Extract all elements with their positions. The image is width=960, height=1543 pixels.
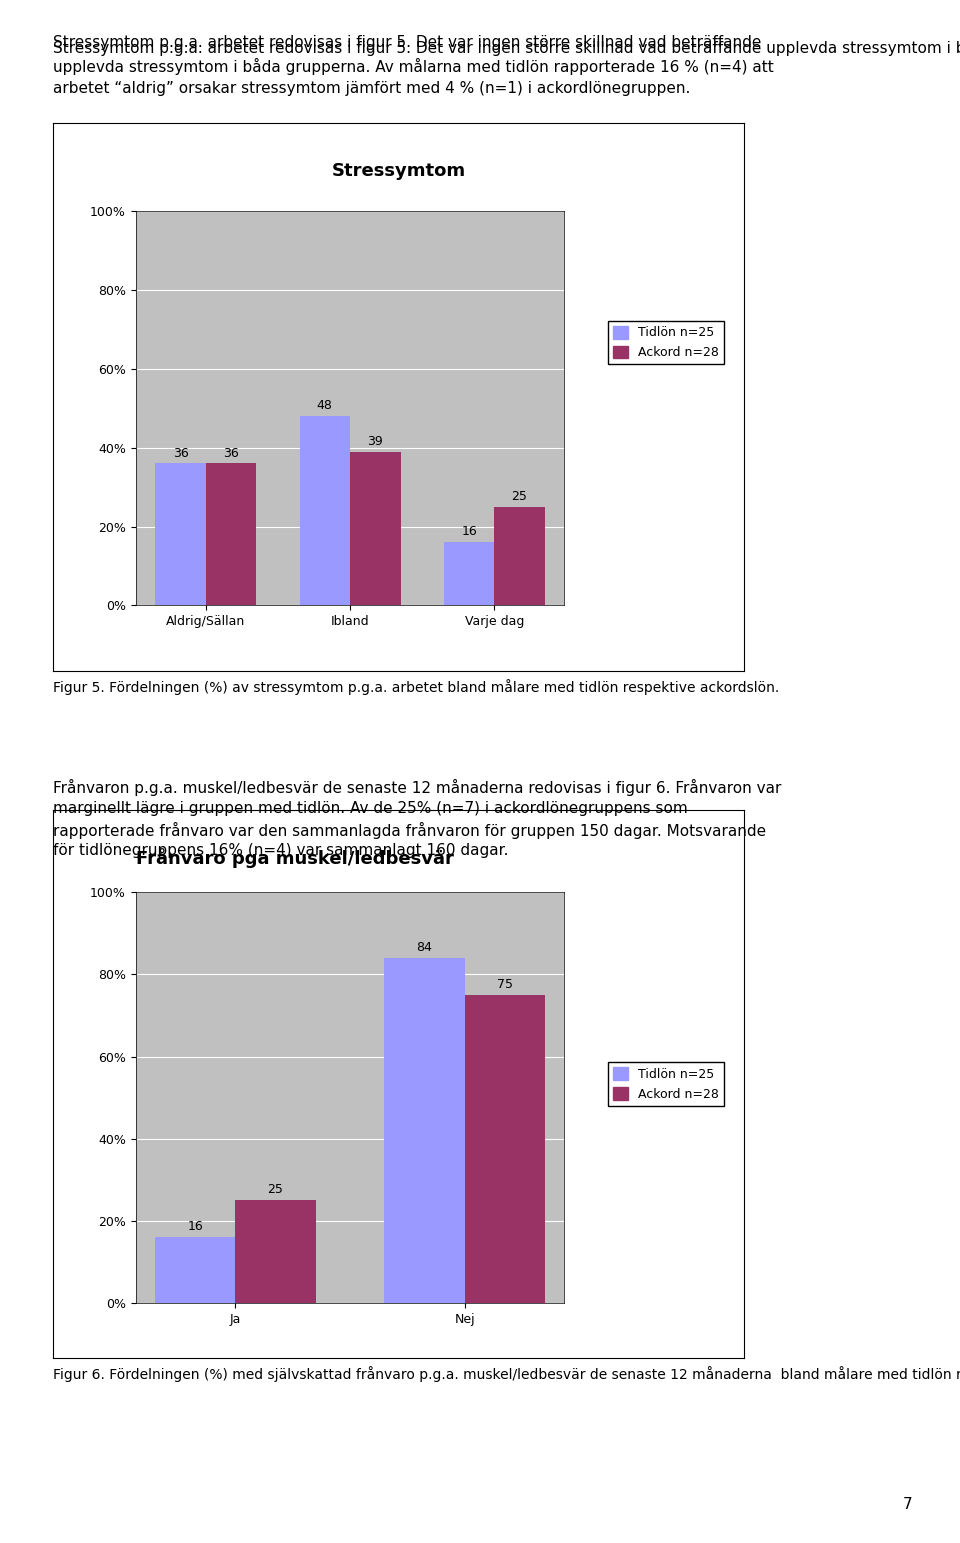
Text: Stressymtom p.g.a. arbetet redovisas i figur 5. Det var ingen större skillnad va: Stressymtom p.g.a. arbetet redovisas i f…	[53, 39, 960, 56]
Bar	[384, 958, 465, 1302]
Text: Stressymtom: Stressymtom	[331, 162, 466, 181]
Bar	[205, 463, 256, 605]
Text: 16: 16	[461, 526, 477, 539]
Bar	[156, 463, 205, 605]
Bar	[444, 543, 494, 605]
Text: 16: 16	[187, 1221, 204, 1233]
Text: 75: 75	[496, 978, 513, 991]
Legend: Tidlön n=25, Ackord n=28: Tidlön n=25, Ackord n=28	[608, 321, 724, 364]
Bar	[494, 506, 545, 605]
Legend: Tidlön n=25, Ackord n=28: Tidlön n=25, Ackord n=28	[608, 1062, 724, 1106]
Text: Figur 5. Fördelningen (%) av stressymtom p.g.a. arbetet bland målare med tidlön : Figur 5. Fördelningen (%) av stressymtom…	[53, 679, 780, 694]
Text: 25: 25	[512, 491, 527, 503]
Bar	[350, 452, 400, 605]
Text: 25: 25	[268, 1183, 283, 1196]
Text: 7: 7	[902, 1497, 912, 1512]
Text: Frånvaron p.g.a. muskel/ledbesvär de senaste 12 månaderna redovisas i figur 6. F: Frånvaron p.g.a. muskel/ledbesvär de sen…	[53, 779, 781, 858]
Bar	[235, 1200, 316, 1302]
Text: 84: 84	[417, 941, 432, 954]
Bar	[465, 995, 545, 1302]
Text: Figur 6. Fördelningen (%) med självskattad frånvaro p.g.a. muskel/ledbesvär de s: Figur 6. Fördelningen (%) med självskatt…	[53, 1366, 960, 1381]
Text: Frånvaro pga muskel/ledbesvär: Frånvaro pga muskel/ledbesvär	[135, 849, 454, 869]
Text: Stressymtom p.g.a. arbetet redovisas i figur 5. Det var ingen större skillnad va: Stressymtom p.g.a. arbetet redovisas i f…	[53, 35, 774, 96]
Bar	[300, 417, 350, 605]
Text: 39: 39	[368, 435, 383, 447]
Text: 48: 48	[317, 400, 333, 412]
Text: 36: 36	[173, 446, 188, 460]
Bar	[156, 1237, 235, 1302]
Text: 36: 36	[223, 446, 239, 460]
